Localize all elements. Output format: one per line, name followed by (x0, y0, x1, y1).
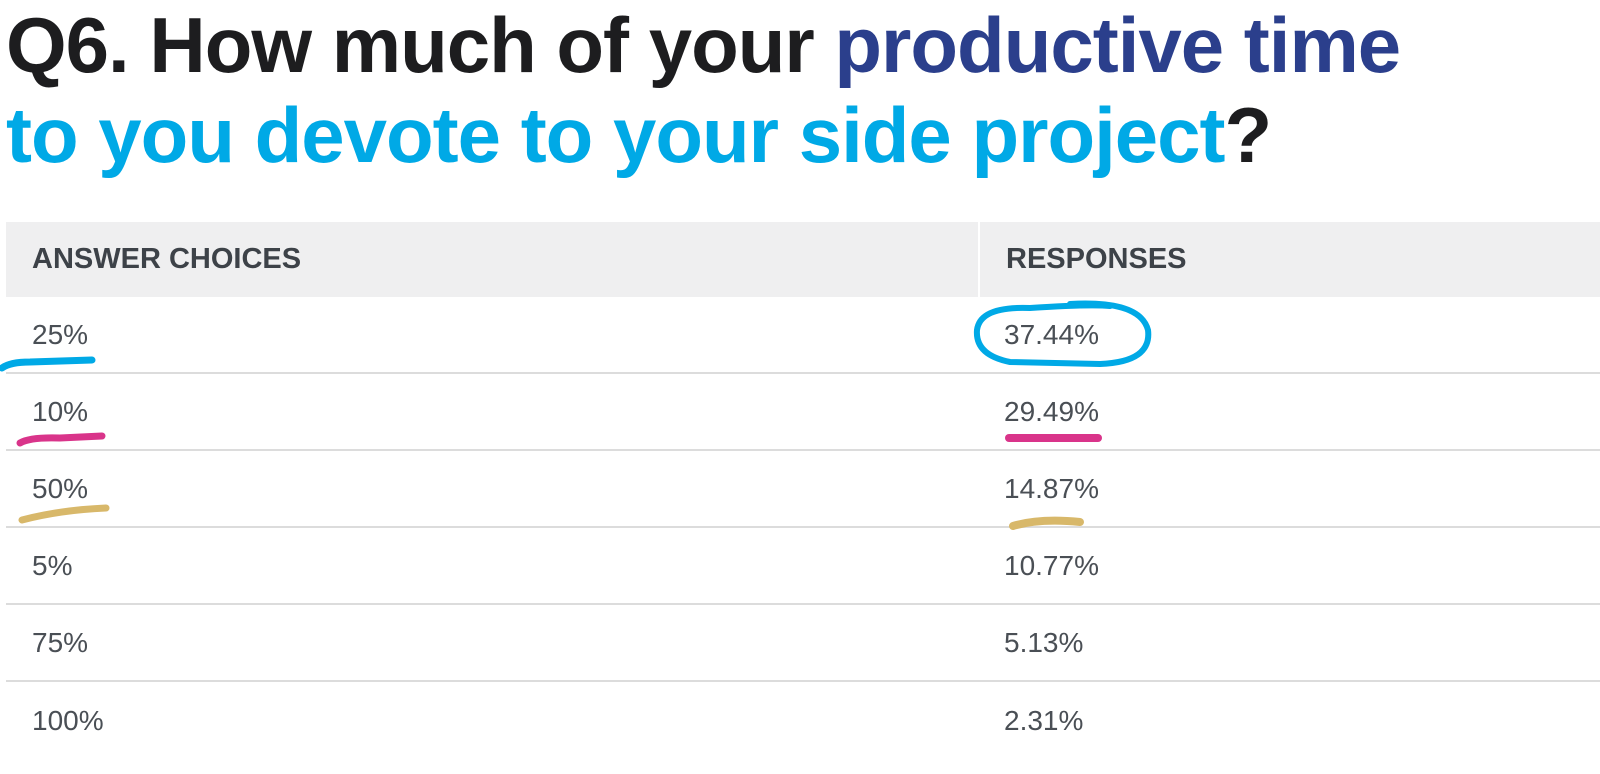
title-line-2: to you devote to your side project? (6, 96, 1272, 174)
answer-choice: 75% (32, 626, 89, 658)
table-row: 50% 14.87% (6, 451, 1600, 528)
response-percent: 5.13% (1004, 626, 1084, 658)
title-line-1: Q6. How much of your productive time (6, 6, 1401, 84)
title-text: ? (1224, 91, 1273, 179)
response-percent: 29.49% (1004, 395, 1099, 427)
table-header: ANSWER CHOICES RESPONSES (6, 222, 1600, 297)
table-row: 5% 10.77% (6, 528, 1600, 605)
table-row: 75% 5.13% (6, 605, 1600, 682)
table-row: 10% 29.49% (6, 374, 1600, 451)
results-table: ANSWER CHOICES RESPONSES 25% 37.44% 10% 29.… (6, 222, 1600, 759)
answer-choice: 5% (32, 549, 73, 581)
response-percent: 10.77% (1004, 549, 1099, 581)
response-percent: 2.31% (1004, 704, 1084, 736)
table-row: 100% 2.31% (6, 682, 1600, 759)
answer-choice: 25% (32, 318, 89, 350)
answer-choice: 50% (32, 472, 89, 504)
column-header-answer-choices: ANSWER CHOICES (6, 222, 978, 297)
title-highlight: to you devote to your side project (6, 91, 1225, 179)
answer-choice: 10% (32, 395, 89, 427)
answer-choice: 100% (32, 704, 104, 736)
column-header-responses: RESPONSES (980, 222, 1600, 297)
response-percent: 37.44% (1004, 318, 1099, 350)
table-row: 25% 37.44% (6, 297, 1600, 374)
title-highlight: productive time (834, 1, 1401, 89)
response-percent: 14.87% (1004, 472, 1099, 504)
title-text: Q6. How much of your (6, 1, 835, 89)
